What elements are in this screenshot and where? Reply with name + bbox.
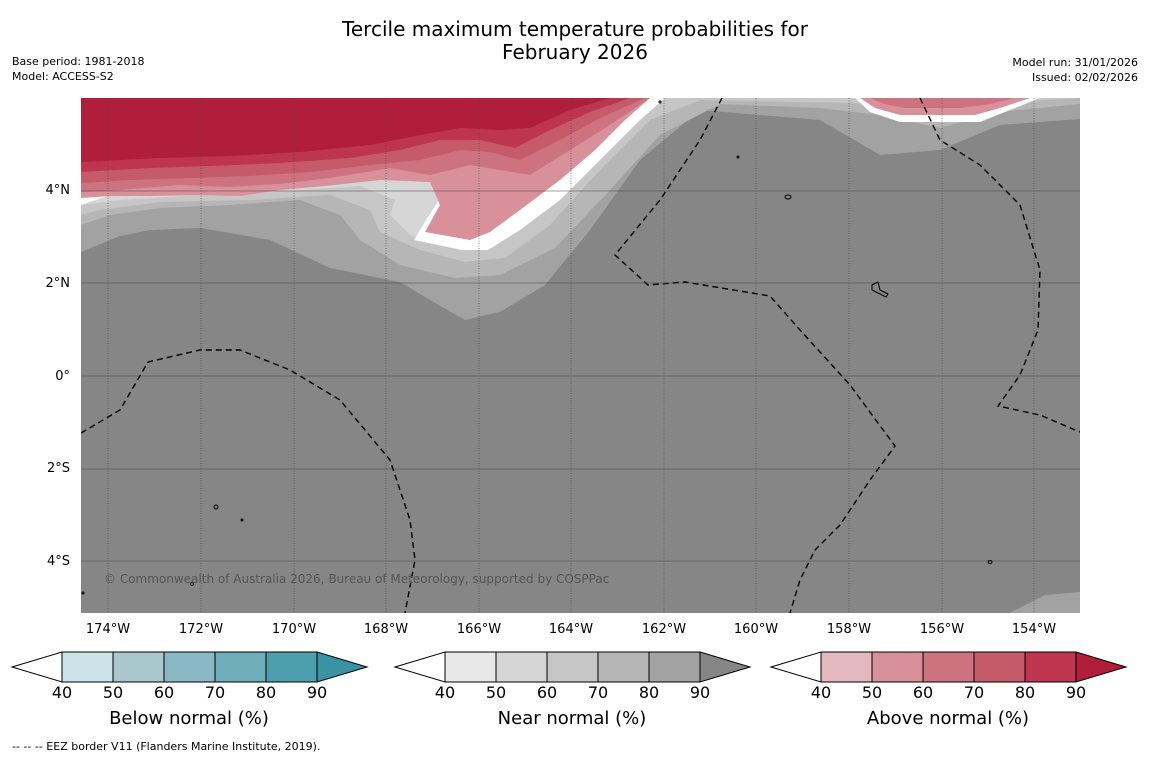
cb-below-bin-50-60 — [113, 652, 164, 682]
cb-near-bin-40-50 — [445, 652, 496, 682]
lon-label-166w: 166°W — [456, 622, 502, 637]
run-info: Model run: 31/01/2026 Issued: 02/02/2026 — [1012, 55, 1138, 85]
cb-near-tick-50: 50 — [485, 683, 507, 702]
above-normal-patch-east-core — [870, 98, 1015, 108]
issued-date: Issued: 02/02/2026 — [1031, 71, 1138, 84]
cb-below-tick-40: 40 — [51, 683, 73, 702]
cb-below-tick-60: 60 — [153, 683, 175, 702]
cb-near-tick-70: 70 — [587, 683, 609, 702]
title-line-1: Tercile maximum temperature probabilitie… — [342, 17, 808, 41]
eez-legend-note: -- -- -- EEZ border V11 (Flanders Marine… — [12, 740, 321, 753]
map-title: Tercile maximum temperature probabilitie… — [0, 18, 1150, 64]
cb-above-tick-80: 80 — [1014, 683, 1036, 702]
lon-label-172w: 172°W — [178, 622, 224, 637]
cb-above-tick-70: 70 — [963, 683, 985, 702]
colorbar-near-normal — [393, 651, 752, 683]
cb-below-bin-40-50 — [62, 652, 113, 682]
cb-above-min-arrow — [769, 651, 822, 683]
copyright-credit: © Commonwealth of Australia 2026, Bureau… — [104, 572, 610, 586]
cb-above-tick-90: 90 — [1065, 683, 1087, 702]
cb-near-bin-70-80 — [598, 652, 649, 682]
cb-above-max-arrow — [1075, 651, 1128, 683]
cb-below-tick-70: 70 — [204, 683, 226, 702]
model-name: Model: ACCESS-S2 — [12, 70, 114, 83]
cb-above-tick-40: 40 — [810, 683, 832, 702]
lat-label-4s: 4°S — [46, 554, 70, 569]
cb-above-bin-40-50 — [821, 652, 872, 682]
cb-above-bin-80-90 — [1025, 652, 1076, 682]
cb-below-bin-80-90 — [266, 652, 317, 682]
above-normal-80-region — [81, 98, 610, 162]
cb-above-bin-50-60 — [872, 652, 923, 682]
near-normal-80-region-south — [1010, 592, 1080, 613]
lon-label-156w: 156°W — [919, 622, 965, 637]
cb-near-max-arrow — [699, 651, 752, 683]
lon-label-162w: 162°W — [641, 622, 687, 637]
lat-label-0: 0° — [55, 369, 70, 384]
cb-near-tick-60: 60 — [536, 683, 558, 702]
lon-label-154w: 154°W — [1011, 622, 1057, 637]
lon-label-168w: 168°W — [363, 622, 409, 637]
lon-label-160w: 160°W — [733, 622, 779, 637]
cb-above-tick-50: 50 — [861, 683, 883, 702]
cb-above-title: Above normal (%) — [866, 708, 1030, 729]
cb-above-tick-60: 60 — [912, 683, 934, 702]
cb-near-min-arrow — [393, 651, 446, 683]
lon-label-158w: 158°W — [826, 622, 872, 637]
cb-near-tick-40: 40 — [434, 683, 456, 702]
cb-above-bin-70-80 — [974, 652, 1025, 682]
lon-label-164w: 164°W — [548, 622, 594, 637]
cb-near-bin-50-60 — [496, 652, 547, 682]
lat-label-2s: 2°S — [46, 461, 70, 476]
cb-near-tick-80: 80 — [638, 683, 660, 702]
model-info: Base period: 1981-2018 Model: ACCESS-S2 — [12, 54, 144, 84]
cb-near-bin-60-70 — [547, 652, 598, 682]
cb-near-title: Near normal (%) — [497, 708, 647, 729]
colorbar-above-normal — [769, 651, 1128, 683]
lon-label-170w: 170°W — [271, 622, 317, 637]
cb-below-min-arrow — [10, 651, 63, 683]
cb-below-tick-50: 50 — [102, 683, 124, 702]
islands — [81, 100, 993, 595]
cb-below-bin-70-80 — [215, 652, 266, 682]
cb-near-tick-90: 90 — [689, 683, 711, 702]
title-line-2: February 2026 — [502, 40, 648, 64]
cb-below-bin-60-70 — [164, 652, 215, 682]
lat-label-4n: 4°N — [45, 183, 71, 198]
model-run: Model run: 31/01/2026 — [1012, 56, 1138, 69]
eez-border — [81, 98, 1080, 613]
cb-near-bin-80-90 — [649, 652, 700, 682]
cb-above-bin-60-70 — [923, 652, 974, 682]
lat-gridlines — [81, 190, 1080, 562]
cb-below-max-arrow — [316, 651, 369, 683]
colorbar-below-normal — [10, 651, 369, 683]
lon-label-174w: 174°W — [85, 622, 131, 637]
lat-label-2n: 2°N — [45, 276, 71, 291]
base-period: Base period: 1981-2018 — [12, 55, 145, 68]
cb-below-tick-90: 90 — [306, 683, 328, 702]
cb-below-tick-80: 80 — [255, 683, 277, 702]
lon-gridlines — [107, 98, 1035, 613]
cb-below-title: Below normal (%) — [109, 708, 269, 729]
